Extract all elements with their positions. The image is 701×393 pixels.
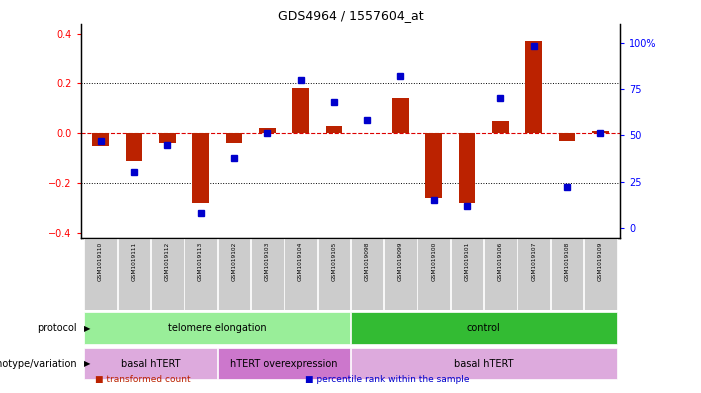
Text: GSM1019106: GSM1019106 <box>498 241 503 281</box>
Text: ■ percentile rank within the sample: ■ percentile rank within the sample <box>305 375 470 384</box>
Text: GSM1019107: GSM1019107 <box>531 241 536 281</box>
Bar <box>384 238 417 310</box>
Bar <box>259 128 275 133</box>
Text: GSM1019111: GSM1019111 <box>131 241 137 281</box>
Bar <box>559 133 576 141</box>
Bar <box>392 98 409 133</box>
Text: GSM1019108: GSM1019108 <box>564 241 570 281</box>
Text: GSM1019098: GSM1019098 <box>365 241 369 281</box>
Text: GSM1019109: GSM1019109 <box>598 241 603 281</box>
Bar <box>592 130 608 133</box>
Text: basal hTERT: basal hTERT <box>454 358 514 369</box>
Text: GSM1019113: GSM1019113 <box>198 241 203 281</box>
Bar <box>350 347 617 380</box>
Title: GDS4964 / 1557604_at: GDS4964 / 1557604_at <box>278 9 423 22</box>
Text: GSM1019101: GSM1019101 <box>465 241 470 281</box>
Text: GSM1019104: GSM1019104 <box>298 241 303 281</box>
Bar <box>118 238 150 310</box>
Bar <box>418 238 450 310</box>
Bar <box>84 347 217 380</box>
Text: GSM1019103: GSM1019103 <box>265 241 270 281</box>
Bar <box>93 133 109 146</box>
Bar <box>325 126 342 133</box>
Bar <box>484 238 517 310</box>
Bar <box>151 238 184 310</box>
Bar <box>458 133 475 203</box>
Bar <box>159 133 175 143</box>
Bar <box>584 238 617 310</box>
Bar <box>251 238 283 310</box>
Bar <box>184 238 217 310</box>
Text: GSM1019105: GSM1019105 <box>332 241 336 281</box>
Bar <box>551 238 583 310</box>
Bar <box>125 133 142 161</box>
Bar <box>192 133 209 203</box>
Text: control: control <box>467 323 501 333</box>
Text: ■ transformed count: ■ transformed count <box>95 375 190 384</box>
Bar <box>492 121 509 133</box>
Bar <box>350 312 617 344</box>
Text: ▶: ▶ <box>84 359 90 368</box>
Bar <box>451 238 484 310</box>
Text: protocol: protocol <box>37 323 77 333</box>
Bar <box>292 88 309 133</box>
Text: GSM1019112: GSM1019112 <box>165 241 170 281</box>
Text: ▶: ▶ <box>84 324 90 332</box>
Bar <box>84 238 117 310</box>
Text: basal hTERT: basal hTERT <box>121 358 180 369</box>
Bar <box>350 238 383 310</box>
Text: genotype/variation: genotype/variation <box>0 358 77 369</box>
Text: GSM1019102: GSM1019102 <box>231 241 236 281</box>
Bar <box>517 238 550 310</box>
Text: GSM1019099: GSM1019099 <box>398 241 403 281</box>
Bar <box>284 238 317 310</box>
Bar <box>226 133 243 143</box>
Text: GSM1019110: GSM1019110 <box>98 241 103 281</box>
Bar <box>84 312 350 344</box>
Bar <box>217 347 350 380</box>
Bar <box>526 41 542 133</box>
Bar <box>318 238 350 310</box>
Bar <box>217 238 250 310</box>
Text: hTERT overexpression: hTERT overexpression <box>230 358 338 369</box>
Text: GSM1019100: GSM1019100 <box>431 241 436 281</box>
Bar <box>426 133 442 198</box>
Text: telomere elongation: telomere elongation <box>168 323 266 333</box>
